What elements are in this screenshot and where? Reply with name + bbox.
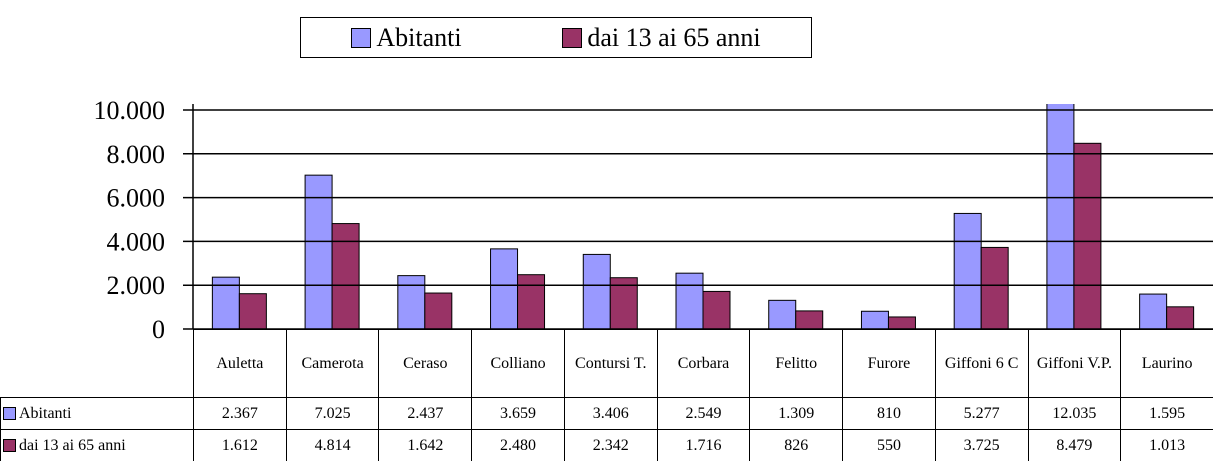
category-label: Camerota bbox=[285, 329, 380, 398]
bar bbox=[238, 293, 267, 330]
bar bbox=[490, 248, 519, 330]
table-value: 3.725 bbox=[934, 429, 1029, 461]
category-label: Corbara bbox=[656, 329, 751, 398]
y-tick-label: 8.000 bbox=[107, 140, 166, 169]
table-value: 4.814 bbox=[285, 429, 380, 461]
table-value: 1.716 bbox=[656, 429, 751, 461]
table-value: 1.309 bbox=[749, 397, 844, 430]
category-label: Auletta bbox=[193, 329, 287, 398]
bar bbox=[609, 277, 638, 330]
legend-key bbox=[3, 439, 16, 452]
table-value: 810 bbox=[842, 397, 936, 430]
bar bbox=[702, 290, 731, 330]
y-tick-label: 0 bbox=[152, 315, 165, 344]
legend-label: dai 13 ai 65 anni bbox=[587, 22, 761, 52]
table-value: 826 bbox=[749, 429, 844, 461]
bar bbox=[331, 223, 360, 330]
category-label: Giffoni V.P. bbox=[1027, 329, 1122, 398]
bar bbox=[1073, 142, 1102, 330]
table-value: 8.479 bbox=[1027, 429, 1122, 461]
table-value: 2.342 bbox=[563, 429, 658, 461]
legend-key bbox=[351, 27, 372, 48]
legend-label: Abitanti bbox=[376, 22, 462, 52]
table-value: 2.480 bbox=[471, 429, 565, 461]
table-value: 2.437 bbox=[378, 397, 473, 430]
bar bbox=[860, 310, 889, 330]
series-name: Abitanti bbox=[19, 405, 72, 422]
bar bbox=[887, 316, 916, 330]
bar bbox=[768, 299, 797, 330]
table-value: 550 bbox=[842, 429, 936, 461]
bar bbox=[517, 274, 546, 330]
bar bbox=[424, 292, 453, 330]
table-value: 3.406 bbox=[563, 397, 658, 430]
table-value: 2.367 bbox=[193, 397, 287, 430]
legend: Abitanti dai 13 ai 65 anni bbox=[300, 17, 812, 58]
bar bbox=[582, 253, 611, 330]
bar bbox=[953, 212, 982, 330]
table-value: 5.277 bbox=[934, 397, 1029, 430]
category-label: Furore bbox=[842, 329, 936, 398]
y-tick-label: 2.000 bbox=[107, 271, 166, 300]
table-value: 1.013 bbox=[1120, 429, 1213, 461]
legend-key bbox=[3, 407, 16, 420]
legend-key bbox=[562, 27, 583, 48]
category-label: Ceraso bbox=[378, 329, 473, 398]
table-value: 1.595 bbox=[1120, 397, 1213, 430]
bar bbox=[980, 246, 1009, 330]
table-value: 3.659 bbox=[471, 397, 565, 430]
category-label: Giffoni 6 C bbox=[934, 329, 1029, 398]
table-value: 2.549 bbox=[656, 397, 751, 430]
bar bbox=[1139, 293, 1168, 330]
y-tick-label: 10.000 bbox=[94, 96, 166, 125]
table-value: 12.035 bbox=[1027, 397, 1122, 430]
bar bbox=[304, 174, 333, 330]
table-series-label: dai 13 ai 65 anni bbox=[0, 429, 194, 461]
legend-item: Abitanti bbox=[351, 22, 462, 53]
category-label: Felitto bbox=[749, 329, 844, 398]
category-label: Laurino bbox=[1120, 329, 1213, 398]
table-value: 1.612 bbox=[193, 429, 287, 461]
table-series-label: Abitanti bbox=[0, 397, 194, 430]
legend-item: dai 13 ai 65 anni bbox=[562, 22, 761, 53]
table-value: 7.025 bbox=[285, 397, 380, 430]
category-label: Contursi T. bbox=[563, 329, 658, 398]
bar bbox=[675, 272, 704, 330]
y-tick-label: 4.000 bbox=[107, 227, 166, 256]
category-label: Colliano bbox=[471, 329, 565, 398]
y-tick-label: 6.000 bbox=[107, 184, 166, 213]
table-value: 1.642 bbox=[378, 429, 473, 461]
bar bbox=[1166, 306, 1195, 330]
bar bbox=[397, 275, 426, 330]
series-name: dai 13 ai 65 anni bbox=[19, 437, 126, 454]
bar bbox=[795, 310, 824, 330]
